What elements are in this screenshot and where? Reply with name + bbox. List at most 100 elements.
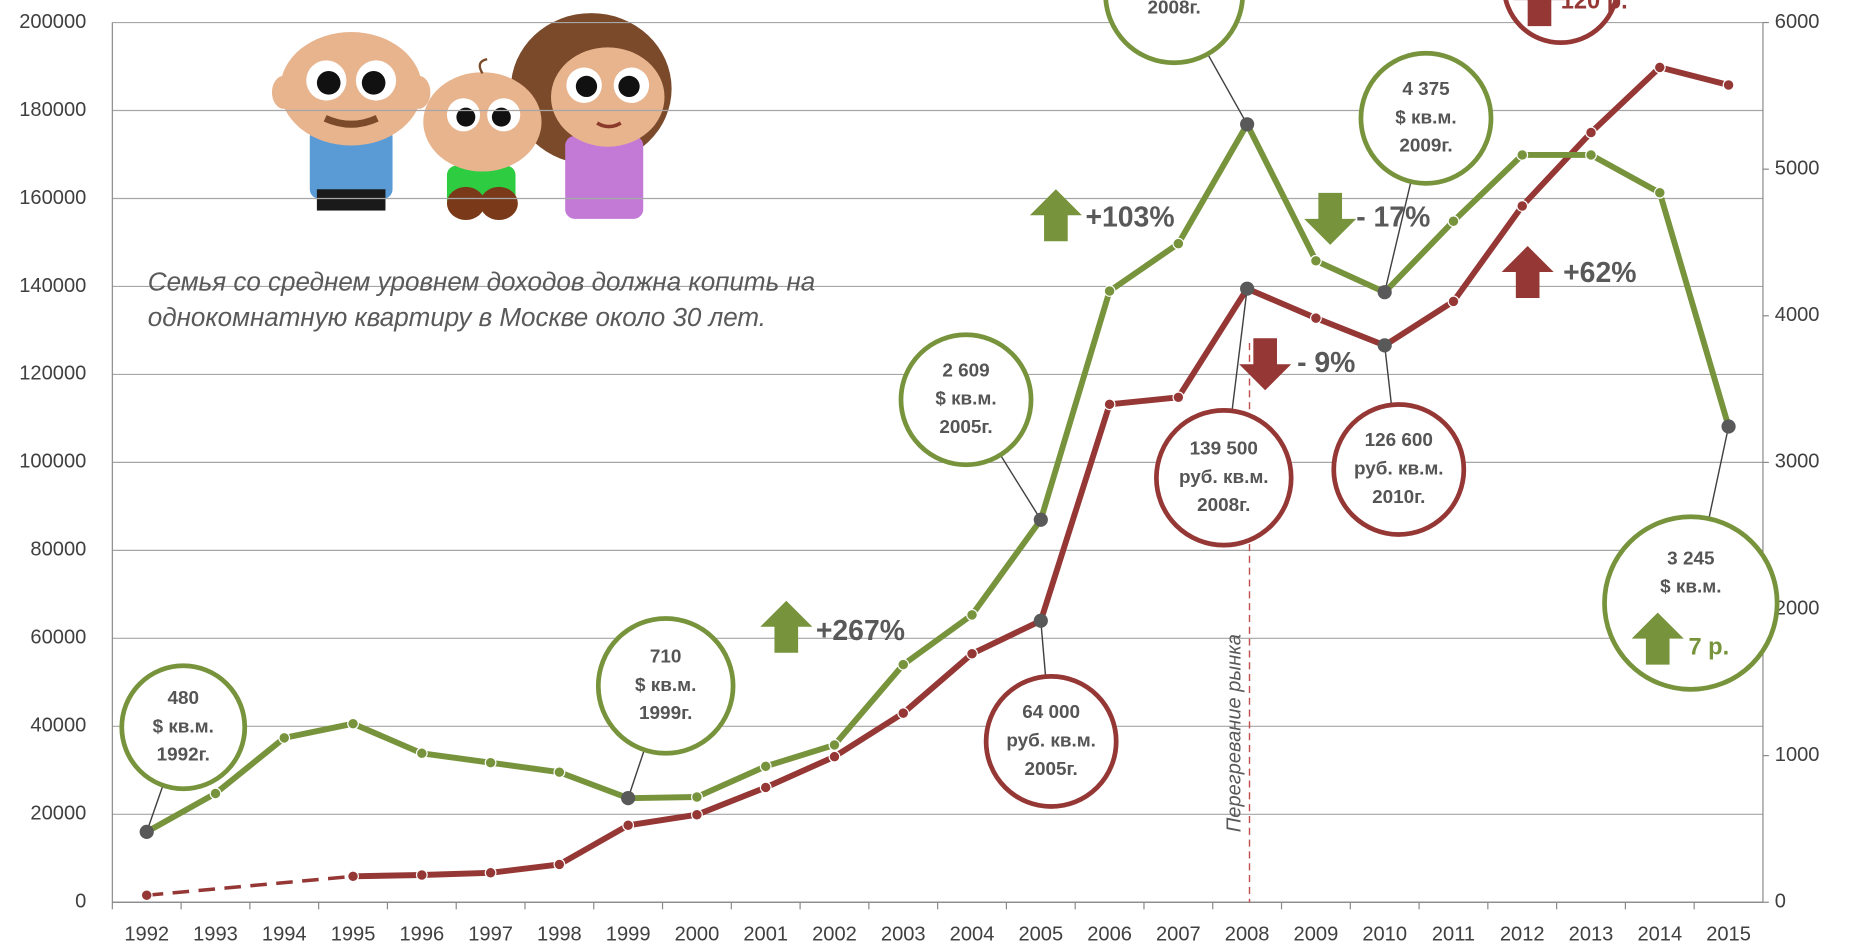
y-tick-label: 160000 (19, 187, 86, 209)
x-tick-label: 1997 (468, 924, 513, 946)
series-point (415, 869, 428, 881)
arrow-icon (1513, 0, 1566, 27)
series-point (759, 760, 772, 773)
annotation-text: 2009г. (1399, 136, 1452, 157)
series-point (1653, 186, 1666, 199)
y-tick-label: 0 (75, 891, 86, 913)
annotation-circle (1154, 408, 1294, 548)
x-tick-label: 1995 (331, 924, 376, 946)
x-tick-label: 2005 (1018, 924, 1063, 946)
y2-tick-label: 1000 (1775, 744, 1820, 766)
arrow-label: +62% (1563, 257, 1636, 289)
series-point (966, 608, 978, 621)
series-point (1103, 398, 1116, 411)
y2-tick-label: 6000 (1775, 11, 1820, 33)
series-point (828, 739, 841, 751)
annotation-circle (1602, 514, 1780, 692)
anchor-dot (1377, 285, 1392, 300)
y-tick-label: 100000 (19, 451, 86, 473)
series-point (415, 747, 428, 760)
x-tick-label: 2001 (743, 924, 788, 946)
x-tick-label: 2013 (1569, 924, 1614, 946)
anchor-dot (1240, 281, 1255, 296)
x-tick-label: 2007 (1156, 924, 1201, 946)
annotation-text: $ кв.м. (635, 675, 696, 696)
annotation-text: руб. кв.м. (1179, 467, 1269, 488)
series-point (1309, 254, 1322, 267)
annotation-text: руб. кв.м. (1006, 730, 1096, 751)
x-tick-label: 2000 (675, 924, 720, 946)
annotation-text: 126 600 (1365, 430, 1433, 451)
annotation-text: 2008г. (1197, 495, 1250, 516)
x-tick-label: 1998 (537, 924, 582, 946)
family-cartoon (271, 13, 672, 221)
series-point (1447, 215, 1460, 228)
x-tick-label: 2011 (1432, 924, 1475, 946)
series-point (209, 787, 222, 800)
y-tick-label: 40000 (30, 715, 86, 737)
y2-tick-label: 2000 (1775, 597, 1820, 619)
series-point (553, 858, 566, 871)
series-point (828, 750, 841, 763)
note-text: Семья со среднем уровнем доходов должна … (148, 267, 815, 297)
annotation-text: $ кв.м. (153, 716, 214, 737)
x-tick-label: 1996 (399, 924, 444, 946)
annotation-text: 480 (167, 688, 199, 709)
arrow-label: 120 р. (1561, 0, 1628, 15)
arrow-icon (1501, 246, 1554, 299)
series-point (622, 819, 635, 832)
series-point (1309, 312, 1322, 325)
arrow-label: - 9% (1297, 347, 1355, 379)
series-point (1585, 149, 1597, 161)
series-point (691, 791, 703, 803)
anchor-dot (139, 824, 154, 839)
annotation-circle (595, 616, 736, 756)
x-tick-label: 2010 (1362, 924, 1407, 946)
annotation-text: $ кв.м. (1395, 107, 1456, 128)
x-tick-label: 2008 (1225, 924, 1270, 946)
annotation-text: 2 609 (942, 360, 989, 381)
x-tick-label: 2006 (1087, 924, 1132, 946)
series-point (1653, 61, 1666, 74)
y-tick-label: 140000 (19, 275, 86, 297)
annotation-circle (1358, 50, 1494, 186)
y2-tick-label: 4000 (1775, 304, 1820, 326)
anchor-dot (621, 791, 636, 806)
x-tick-label: 2014 (1637, 924, 1682, 946)
annotation-text: 1992г. (157, 745, 210, 766)
annotation-circle (898, 332, 1034, 468)
annotation-circle (983, 674, 1119, 809)
series-point (484, 756, 497, 769)
annotation-text: $ кв.м. (1660, 577, 1721, 598)
series-point (1103, 285, 1116, 297)
annotation-text: руб. кв.м. (1354, 458, 1444, 479)
y-tick-label: 80000 (30, 539, 86, 561)
annotation-text: 4 375 (1402, 79, 1449, 100)
series-point (484, 866, 497, 879)
annotation-text: 64 000 (1022, 702, 1080, 723)
annotation-text: 139 500 (1190, 438, 1258, 459)
annotation-circle (119, 663, 248, 792)
arrow-label: +267% (816, 615, 905, 647)
series-point (691, 808, 703, 821)
note-text: однокомнатную квартиру в Москве около 30… (148, 302, 766, 332)
x-tick-label: 1993 (193, 924, 238, 946)
annotation-circle (1331, 402, 1467, 537)
anchor-dot (1377, 338, 1392, 353)
annotation-circle (1103, 0, 1245, 66)
annotation-text: 3 245 (1667, 548, 1714, 569)
annotation-text: 2005г. (1025, 759, 1078, 780)
y-tick-label: 20000 (30, 803, 86, 825)
y2-tick-label: 0 (1775, 891, 1786, 913)
x-tick-label: 2015 (1706, 924, 1751, 946)
y-tick-label: 120000 (19, 363, 86, 385)
anchor-dot (1721, 419, 1736, 434)
y-tick-label: 200000 (19, 11, 86, 33)
arrow-icon (1239, 338, 1292, 391)
annotation-text: 2008г. (1147, 0, 1200, 18)
marker-label: Перегревание рынка (1224, 634, 1246, 832)
annotation-text: 2010г. (1372, 487, 1425, 508)
x-tick-label: 1999 (606, 924, 651, 946)
